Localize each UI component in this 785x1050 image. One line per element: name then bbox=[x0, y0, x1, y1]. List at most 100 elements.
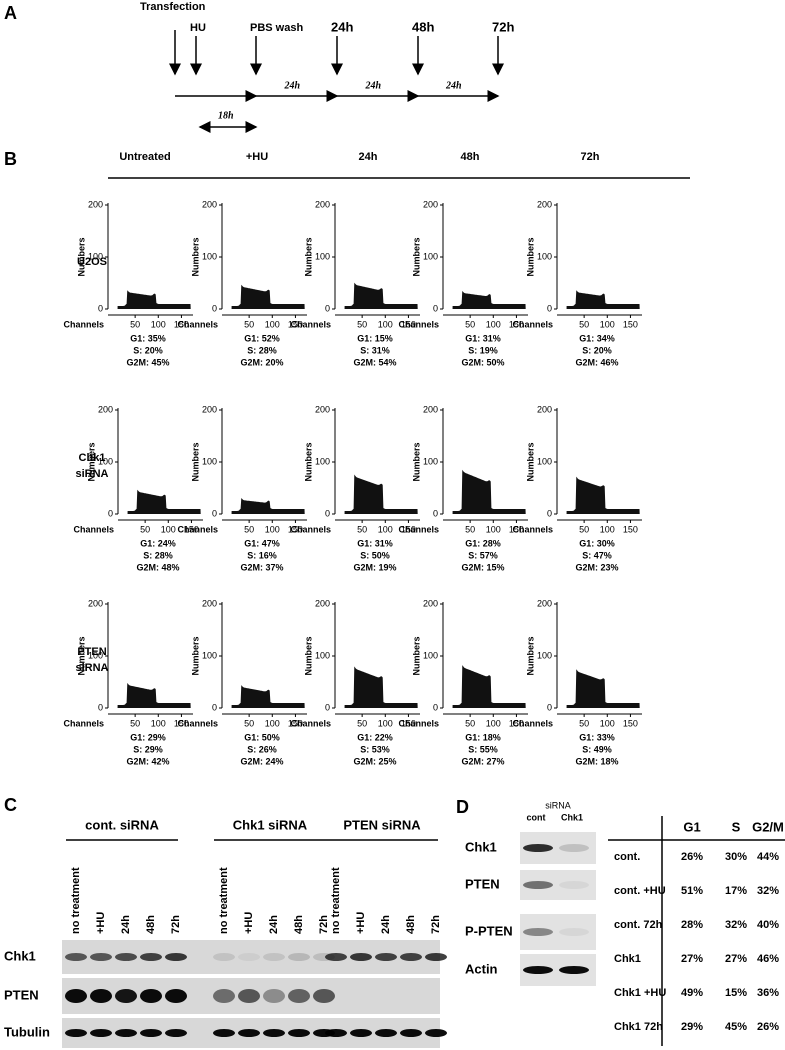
phase-stat: S: 28% bbox=[247, 345, 277, 355]
phase-stat: S: 57% bbox=[468, 550, 498, 560]
phase-stat: S: 47% bbox=[582, 550, 612, 560]
blot-band bbox=[65, 953, 87, 961]
histogram-area bbox=[117, 290, 191, 309]
table-cell: 44% bbox=[757, 851, 779, 863]
phase-stat: G2M: 46% bbox=[575, 357, 618, 367]
event-label: PBS wash bbox=[250, 22, 303, 34]
phase-stat: G1: 18% bbox=[465, 732, 501, 742]
blot-label: Chk1 bbox=[465, 839, 497, 854]
x-tick-label: 150 bbox=[623, 718, 638, 728]
x-tick-label: 100 bbox=[486, 718, 501, 728]
blot-label: PTEN bbox=[4, 987, 39, 1002]
column-header: +HU bbox=[246, 151, 268, 163]
blot-band bbox=[115, 953, 137, 961]
phase-stat: G1: 22% bbox=[357, 732, 393, 742]
histogram-area bbox=[452, 290, 526, 309]
y-tick-label: 100 bbox=[537, 456, 552, 466]
blot-band bbox=[165, 1029, 187, 1037]
table-cell: 30% bbox=[725, 851, 747, 863]
panel-label: C bbox=[4, 795, 17, 815]
histogram-area bbox=[127, 489, 201, 514]
histogram-area bbox=[344, 282, 418, 309]
column-header: Untreated bbox=[119, 151, 170, 163]
lane-label: 72h bbox=[318, 915, 330, 934]
y-tick-label: 100 bbox=[202, 456, 217, 466]
y-tick-label: 0 bbox=[547, 508, 552, 518]
x-tick-label: 100 bbox=[486, 524, 501, 534]
blot-band bbox=[165, 953, 187, 961]
blot-band bbox=[375, 1029, 397, 1037]
lane-label: 48h bbox=[293, 915, 305, 934]
x-axis-title: Channels bbox=[290, 319, 331, 329]
phase-stat: S: 19% bbox=[468, 345, 498, 355]
row-label: Chk1 +HU bbox=[614, 987, 666, 999]
x-axis-title: Channels bbox=[398, 524, 439, 534]
interval-label: 24h bbox=[365, 80, 382, 91]
blot-band bbox=[288, 953, 310, 961]
group-label: Chk1 siRNA bbox=[233, 817, 308, 832]
y-axis-title: Numbers bbox=[190, 237, 200, 276]
row-label: cont. +HU bbox=[614, 885, 666, 897]
x-axis-title: Channels bbox=[512, 718, 553, 728]
phase-stat: S: 55% bbox=[468, 744, 498, 754]
x-tick-label: 100 bbox=[161, 524, 176, 534]
phase-stat: G2M: 25% bbox=[353, 756, 396, 766]
x-tick-label: 150 bbox=[401, 319, 416, 329]
x-tick-label: 50 bbox=[357, 319, 367, 329]
lane-label: no treatment bbox=[218, 867, 230, 934]
phase-stat: G1: 31% bbox=[465, 333, 501, 343]
lane-label: 48h bbox=[145, 915, 157, 934]
row-label: U2OS bbox=[77, 256, 107, 268]
x-tick-label: 150 bbox=[623, 319, 638, 329]
blot-band bbox=[350, 953, 372, 961]
histogram-area bbox=[231, 498, 305, 514]
y-tick-label: 200 bbox=[537, 598, 552, 608]
y-tick-label: 0 bbox=[325, 303, 330, 313]
x-tick-label: 150 bbox=[288, 524, 303, 534]
blot-band bbox=[165, 989, 187, 1003]
lane-label: 72h bbox=[170, 915, 182, 934]
y-tick-label: 100 bbox=[202, 251, 217, 261]
x-tick-label: 100 bbox=[265, 524, 280, 534]
y-tick-label: 200 bbox=[98, 404, 113, 414]
blot-band bbox=[325, 953, 347, 961]
lane-label: +HU bbox=[243, 912, 255, 934]
phase-stat: G2M: 45% bbox=[126, 357, 169, 367]
x-axis-title: Channels bbox=[63, 718, 104, 728]
x-tick-label: 50 bbox=[465, 319, 475, 329]
y-tick-label: 0 bbox=[325, 702, 330, 712]
y-tick-label: 0 bbox=[108, 508, 113, 518]
blot-band bbox=[400, 1029, 422, 1037]
x-tick-label: 100 bbox=[265, 718, 280, 728]
y-axis-title: Numbers bbox=[525, 442, 535, 481]
row-label: Chk1 72h bbox=[614, 1021, 663, 1033]
phase-stat: S: 20% bbox=[582, 345, 612, 355]
y-tick-label: 200 bbox=[423, 598, 438, 608]
content: A Transfection HU PBS wash 24h 48h 72h 24h 24h 24… bbox=[4, 1, 785, 1048]
y-axis-title: Numbers bbox=[303, 442, 313, 481]
x-tick-label: 100 bbox=[265, 319, 280, 329]
y-tick-label: 0 bbox=[98, 303, 103, 313]
x-axis-title: Channels bbox=[177, 524, 218, 534]
y-tick-label: 0 bbox=[547, 303, 552, 313]
y-axis-title: Numbers bbox=[411, 237, 421, 276]
phase-stat: G1: 24% bbox=[140, 538, 176, 548]
phase-stat: G1: 29% bbox=[130, 732, 166, 742]
x-tick-label: 100 bbox=[486, 319, 501, 329]
table-header: G1 bbox=[683, 819, 700, 834]
table-cell: 17% bbox=[725, 885, 747, 897]
x-tick-label: 150 bbox=[509, 718, 524, 728]
table-cell: 36% bbox=[757, 987, 779, 999]
x-tick-label: 100 bbox=[151, 319, 166, 329]
blot-band bbox=[238, 953, 260, 961]
phase-stat: G1: 50% bbox=[244, 732, 280, 742]
blot-band bbox=[559, 881, 589, 889]
phase-stat: G1: 47% bbox=[244, 538, 280, 548]
group-label: PTEN siRNA bbox=[343, 817, 421, 832]
blot-band bbox=[559, 966, 589, 974]
panel-label: D bbox=[456, 797, 469, 817]
y-tick-label: 200 bbox=[423, 404, 438, 414]
lane-label: cont bbox=[527, 812, 546, 822]
